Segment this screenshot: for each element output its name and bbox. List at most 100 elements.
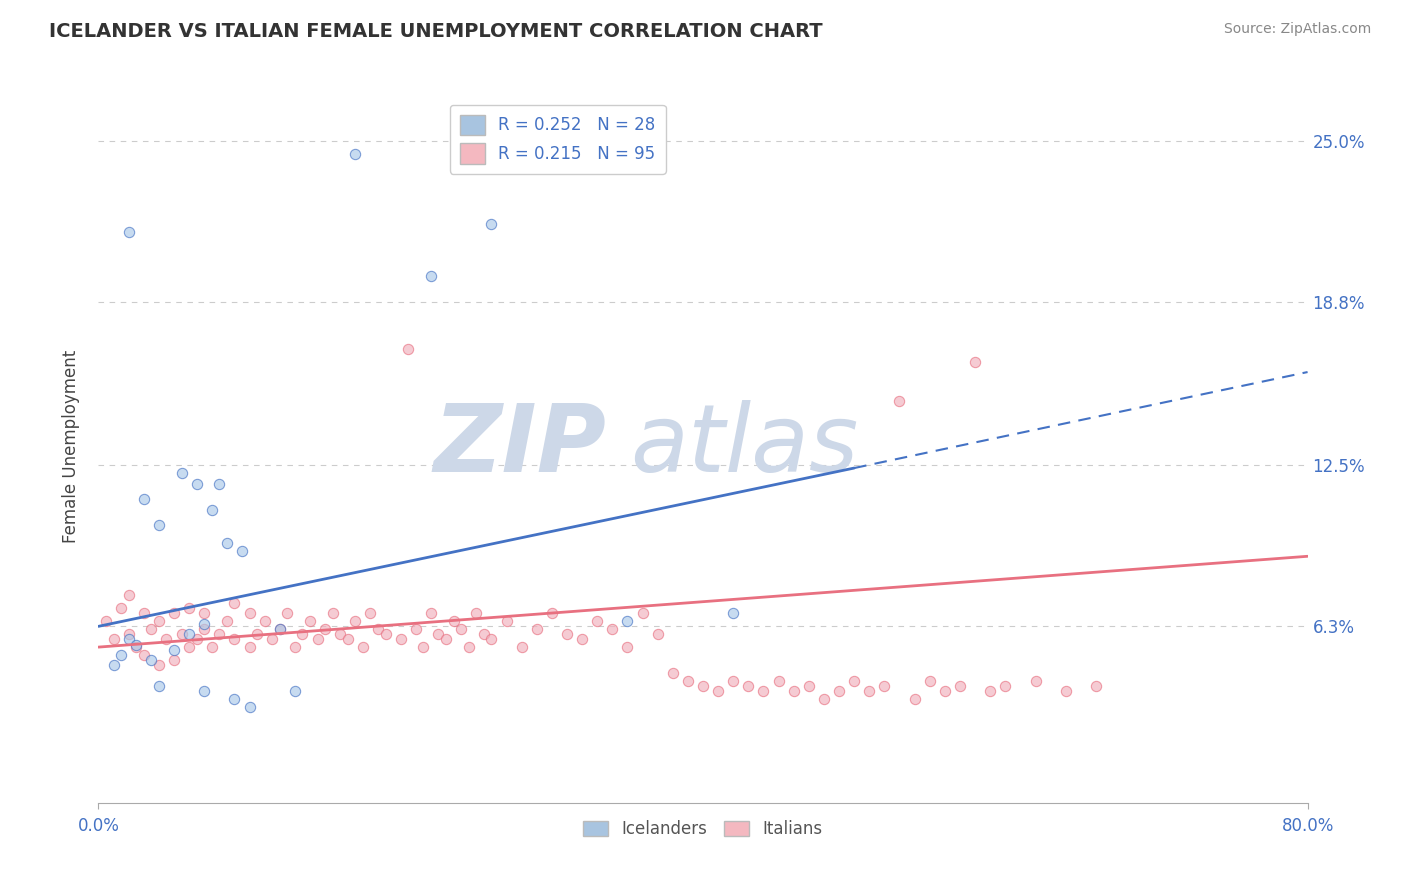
Point xyxy=(239,640,262,654)
Point xyxy=(110,601,132,615)
Point xyxy=(450,622,472,636)
Point xyxy=(148,658,170,673)
Point xyxy=(148,518,170,533)
Point xyxy=(723,607,745,621)
Point xyxy=(844,673,866,688)
Point xyxy=(723,673,745,688)
Point xyxy=(246,627,269,641)
Point xyxy=(526,622,548,636)
Point xyxy=(510,640,533,654)
Point xyxy=(329,627,352,641)
Point xyxy=(481,217,503,231)
Point xyxy=(239,607,262,621)
Point xyxy=(224,692,246,706)
Point xyxy=(443,614,465,628)
Point xyxy=(768,673,790,688)
Point xyxy=(427,627,450,641)
Point xyxy=(360,607,382,621)
Point xyxy=(208,476,231,491)
Point xyxy=(125,640,148,654)
Legend: Icelanders, Italians: Icelanders, Italians xyxy=(576,814,830,845)
Point xyxy=(224,632,246,647)
Point xyxy=(420,268,443,283)
Point xyxy=(813,692,835,706)
Point xyxy=(314,622,336,636)
Point xyxy=(170,627,193,641)
Point xyxy=(481,632,503,647)
Point xyxy=(193,622,215,636)
Point xyxy=(132,648,155,662)
Point xyxy=(118,632,141,647)
Point xyxy=(707,684,730,698)
Point xyxy=(389,632,412,647)
Point xyxy=(186,476,208,491)
Point xyxy=(224,596,246,610)
Point xyxy=(299,614,322,628)
Point xyxy=(201,640,224,654)
Point xyxy=(132,492,155,507)
Point xyxy=(979,684,1001,698)
Point xyxy=(148,614,170,628)
Point xyxy=(472,627,495,641)
Point xyxy=(904,692,927,706)
Point xyxy=(434,632,457,647)
Point xyxy=(94,614,117,628)
Point xyxy=(918,673,941,688)
Point xyxy=(420,607,443,621)
Point xyxy=(344,147,367,161)
Point xyxy=(540,607,562,621)
Point xyxy=(291,627,314,641)
Point xyxy=(163,642,186,657)
Point xyxy=(858,684,880,698)
Point xyxy=(186,632,208,647)
Point xyxy=(201,502,224,516)
Point xyxy=(193,684,215,698)
Point xyxy=(631,607,654,621)
Point xyxy=(141,653,163,667)
Point xyxy=(179,601,201,615)
Point xyxy=(465,607,488,621)
Point xyxy=(616,614,638,628)
Point xyxy=(412,640,434,654)
Point xyxy=(344,614,367,628)
Point xyxy=(495,614,517,628)
Point xyxy=(163,653,186,667)
Point xyxy=(141,622,163,636)
Point xyxy=(103,632,125,647)
Point xyxy=(752,684,775,698)
Point xyxy=(193,607,215,621)
Point xyxy=(676,673,699,688)
Point xyxy=(163,607,186,621)
Point xyxy=(215,536,238,550)
Point xyxy=(125,638,148,652)
Point xyxy=(208,627,231,641)
Text: ZIP: ZIP xyxy=(433,400,606,492)
Point xyxy=(284,640,307,654)
Point xyxy=(284,684,307,698)
Point xyxy=(555,627,578,641)
Point xyxy=(103,658,125,673)
Point xyxy=(374,627,396,641)
Text: ICELANDER VS ITALIAN FEMALE UNEMPLOYMENT CORRELATION CHART: ICELANDER VS ITALIAN FEMALE UNEMPLOYMENT… xyxy=(49,22,823,41)
Point xyxy=(1085,679,1108,693)
Point xyxy=(118,588,141,602)
Point xyxy=(193,616,215,631)
Point xyxy=(253,614,276,628)
Point xyxy=(269,622,291,636)
Point xyxy=(118,627,141,641)
Point xyxy=(828,684,851,698)
Text: atlas: atlas xyxy=(630,401,859,491)
Point xyxy=(179,627,201,641)
Point xyxy=(873,679,896,693)
Point xyxy=(797,679,820,693)
Point xyxy=(405,622,427,636)
Point xyxy=(934,684,956,698)
Point xyxy=(616,640,638,654)
Point xyxy=(179,640,201,654)
Point xyxy=(239,699,262,714)
Point xyxy=(783,684,806,698)
Point xyxy=(170,467,193,481)
Point xyxy=(269,622,291,636)
Point xyxy=(571,632,593,647)
Point xyxy=(367,622,389,636)
